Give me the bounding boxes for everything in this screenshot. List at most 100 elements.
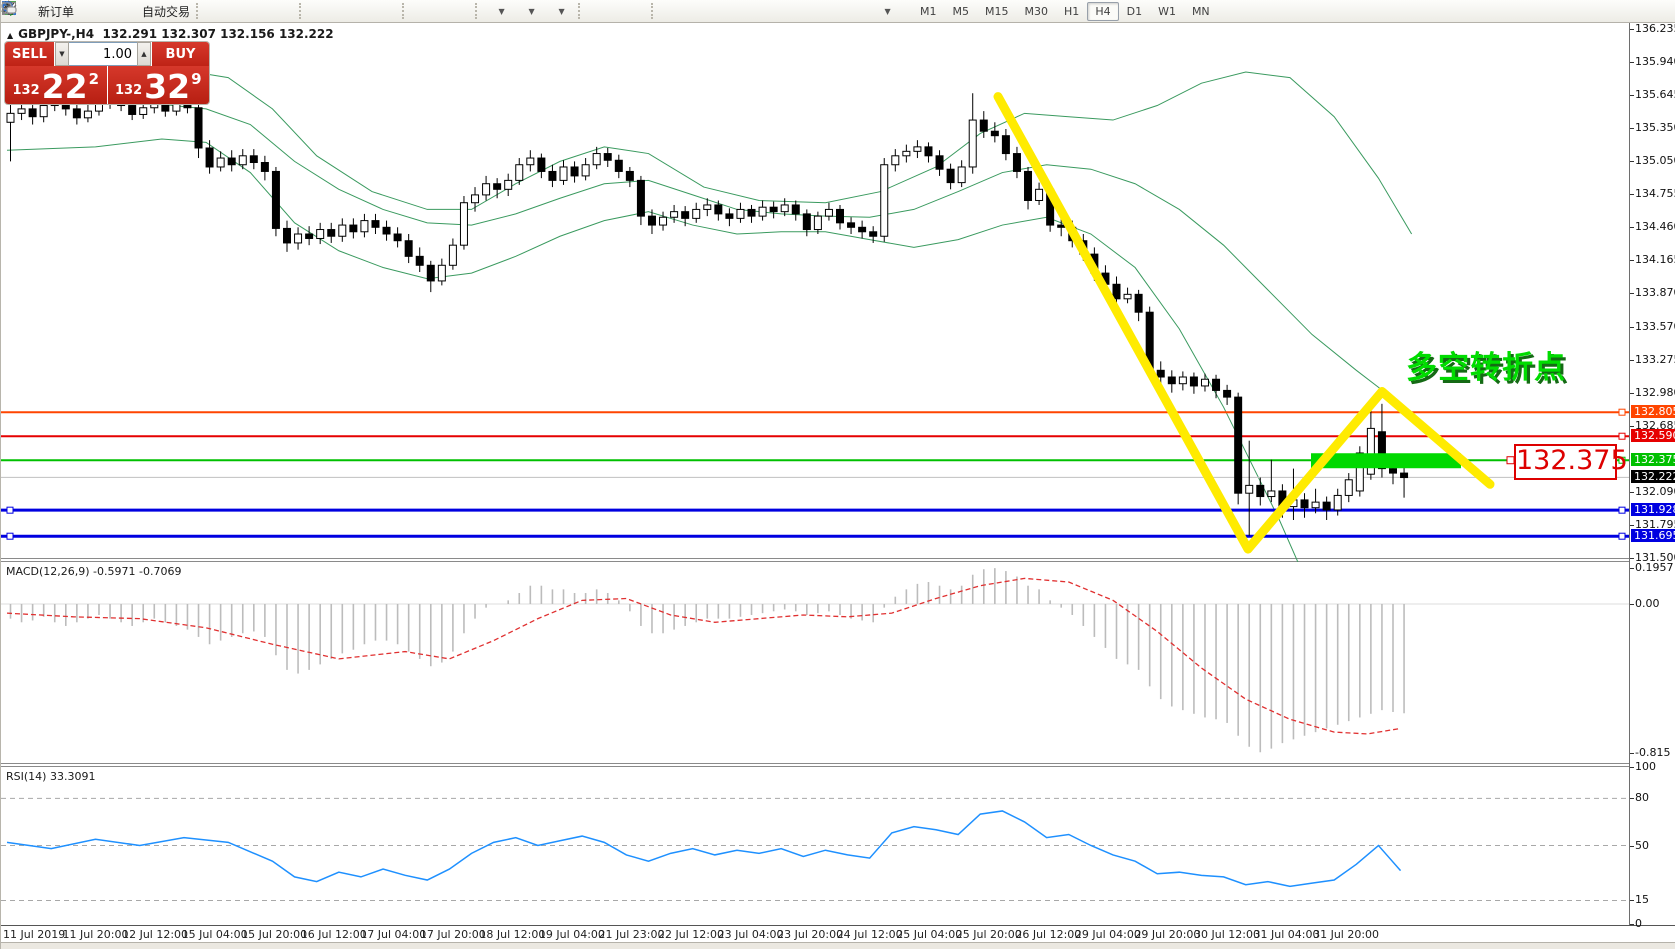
- time-label: 11 Jul 2019: [3, 928, 66, 941]
- yellow-zigzag-trendlines[interactable]: [993, 92, 1495, 554]
- timeframe-h1[interactable]: H1: [1064, 4, 1080, 18]
- cursor-button[interactable]: [5, 0, 619, 22]
- line-anchor[interactable]: [1618, 432, 1626, 440]
- trendline-button[interactable]: [2, 0, 752, 22]
- chevron-down-icon[interactable]: ▼: [528, 6, 535, 16]
- chart-shift-button[interactable]: [1, 0, 473, 22]
- horizontal-level-lines[interactable]: [1, 408, 1629, 540]
- autotrade-button[interactable]: 自动交易: [3, 0, 194, 22]
- price-chart-canvas[interactable]: [1, 23, 1629, 562]
- timeframe-m30[interactable]: M30: [1024, 4, 1049, 18]
- line-anchor[interactable]: [6, 532, 14, 540]
- candlestick-chart-button[interactable]: [3, 0, 267, 22]
- signal-button[interactable]: [3, 0, 138, 22]
- periods-button[interactable]: ▼: [2, 0, 546, 22]
- vertical-line-button[interactable]: [8, 0, 692, 22]
- time-axis[interactable]: 11 Jul 2019 11 Jul 20:00 12 Jul 12:00 15 Ju…: [1, 926, 1629, 942]
- collapse-panel-icon[interactable]: ▲: [7, 31, 14, 40]
- timeframe-d1[interactable]: D1: [1126, 4, 1143, 18]
- rsi-tick: 0: [1635, 917, 1642, 930]
- turning-point-annotation[interactable]: 多空转折点: [1406, 350, 1566, 387]
- price-tick: 133.870: [1635, 286, 1675, 300]
- price-tick: 133.275: [1635, 352, 1675, 366]
- pane-divider[interactable]: [1, 766, 1675, 767]
- macd-tick: -0.815: [1635, 746, 1671, 760]
- bb-lower-band[interactable]: [6, 138, 1301, 562]
- bar-chart-button[interactable]: [2, 0, 237, 22]
- timeframe-w1[interactable]: W1: [1158, 4, 1176, 18]
- macd-pane[interactable]: [1, 562, 1629, 763]
- toolbar-separator: [475, 3, 482, 19]
- sell-price-sup: 2: [88, 70, 99, 88]
- new-order-button[interactable]: 新订单: [1, 0, 78, 22]
- sell-button[interactable]: SELL: [5, 42, 55, 66]
- pane-divider[interactable]: [1, 558, 1675, 559]
- price-box-anchor[interactable]: [1506, 456, 1515, 465]
- volume-input[interactable]: 1.00: [69, 42, 137, 66]
- chevron-down-icon[interactable]: ▼: [884, 6, 891, 16]
- time-label: 26 Jul 12:00: [1015, 928, 1082, 941]
- line-anchor[interactable]: [1618, 456, 1626, 464]
- volume-increase-button[interactable]: ▲: [137, 42, 151, 66]
- pane-divider[interactable]: [1, 561, 1675, 562]
- price-scale[interactable]: 136.235 135.940 135.645 135.350 135.050 134.7…: [1629, 22, 1675, 930]
- price-level-label: 132.375: [1631, 453, 1675, 467]
- line-chart-button[interactable]: [1, 0, 297, 22]
- autotrade-label: 自动交易: [142, 4, 191, 19]
- sell-price-prefix: 132: [12, 83, 40, 98]
- bb-middle-band[interactable]: [6, 97, 1412, 414]
- horizontal-line-button[interactable]: [2, 0, 722, 22]
- price-tick: 133.570: [1635, 319, 1675, 333]
- community-chat-icon[interactable]: [1, 0, 1669, 22]
- line-anchor[interactable]: [1618, 506, 1626, 514]
- time-label: 18 Jul 12:00: [479, 928, 546, 941]
- price-tick: 134.460: [1635, 220, 1675, 234]
- time-label: 31 Jul 20:00: [1313, 928, 1380, 941]
- line-anchor[interactable]: [6, 506, 14, 514]
- timeframe-m5[interactable]: M5: [952, 4, 970, 18]
- equidistant-channel-button[interactable]: E: [1, 0, 782, 22]
- zoom-out-button[interactable]: [2, 0, 370, 22]
- search-icon[interactable]: [2, 0, 1633, 22]
- time-label: 11 Jul 20:00: [62, 928, 129, 941]
- market-watch-button[interactable]: [2, 0, 108, 22]
- toolbar-right-icons: [1, 0, 1673, 22]
- price-tick: 135.940: [1635, 54, 1675, 68]
- timeframe-h4[interactable]: H4: [1087, 1, 1119, 21]
- pane-divider[interactable]: [1, 763, 1675, 764]
- price-tick: 135.050: [1635, 154, 1675, 168]
- line-anchor[interactable]: [1618, 408, 1626, 416]
- highlight-bar[interactable]: [1311, 453, 1461, 469]
- text-label-button[interactable]: T: [2, 0, 872, 22]
- rsi-tick: 100: [1635, 760, 1656, 773]
- crosshair-button[interactable]: [2, 0, 649, 22]
- tile-windows-button[interactable]: [2, 0, 400, 22]
- timeframe-m1[interactable]: M1: [920, 4, 937, 18]
- sell-price-display[interactable]: 132 22 2: [5, 66, 108, 104]
- line-anchor[interactable]: [1618, 532, 1626, 540]
- text-button[interactable]: A: [5, 0, 842, 22]
- rsi-canvas[interactable]: [1, 767, 1629, 925]
- price-level-box[interactable]: 132.375: [1514, 444, 1628, 480]
- zoom-in-button[interactable]: [2, 0, 340, 22]
- buy-price-prefix: 132: [114, 83, 143, 98]
- timeframe-mn[interactable]: MN: [1191, 4, 1210, 18]
- volume-decrease-button[interactable]: ▼: [55, 42, 69, 66]
- bollinger-bands[interactable]: [6, 43, 1413, 562]
- auto-scroll-button[interactable]: [1, 0, 443, 22]
- time-label: 19 Jul 04:00: [538, 928, 605, 941]
- macd-canvas[interactable]: [1, 562, 1629, 763]
- fibonacci-button[interactable]: F: [3, 0, 812, 22]
- buy-button[interactable]: BUY: [151, 42, 209, 66]
- price-tick: 132.090: [1635, 485, 1675, 499]
- buy-price-display[interactable]: 132 32 9: [107, 66, 209, 104]
- indicators-button[interactable]: ▼: [1, 0, 516, 22]
- bb-upper-band[interactable]: [6, 43, 1413, 235]
- templates-button[interactable]: ▼: [2, 0, 576, 22]
- chevron-down-icon[interactable]: ▼: [558, 6, 565, 16]
- arrows-button[interactable]: ▼: [2, 0, 902, 22]
- timeframe-m15[interactable]: M15: [985, 4, 1009, 18]
- time-label: 29 Jul 04:00: [1074, 928, 1141, 941]
- chevron-down-icon[interactable]: ▼: [498, 6, 505, 16]
